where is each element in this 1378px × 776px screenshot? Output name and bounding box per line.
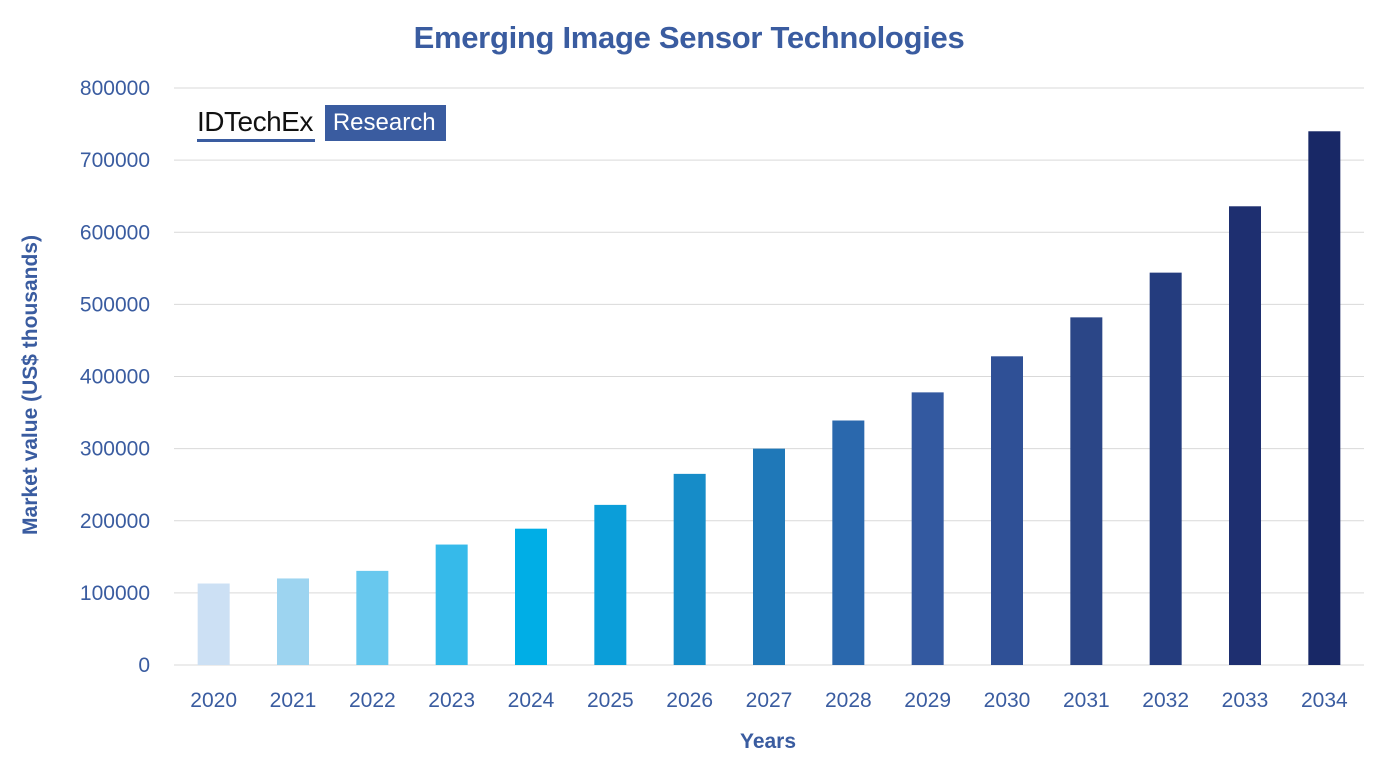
logo-research-tag: Research xyxy=(324,105,446,141)
x-tick-label: 2023 xyxy=(428,689,475,712)
bar-2025 xyxy=(594,504,627,665)
bar-2034 xyxy=(1308,131,1341,665)
x-tick-label: 2026 xyxy=(666,689,713,712)
y-tick-labels: 0 100000 200000 300000 400000 500000 600000 700… xyxy=(80,77,150,677)
y-tick-label: 800000 xyxy=(80,77,150,100)
y-tick-label: 400000 xyxy=(80,366,150,389)
bar-2021 xyxy=(277,578,309,665)
bar-2022 xyxy=(356,570,389,665)
bar-2024 xyxy=(515,528,547,665)
idtechex-logo: IDTechEx Research xyxy=(197,105,446,143)
x-tick-label: 2032 xyxy=(1142,689,1189,712)
bar-2030 xyxy=(991,356,1023,665)
y-tick-label: 0 xyxy=(138,654,150,677)
x-tick-label: 2028 xyxy=(825,689,872,712)
x-tick-label: 2031 xyxy=(1063,689,1110,712)
y-tick-label: 300000 xyxy=(80,438,150,461)
bar-2032 xyxy=(1149,272,1182,665)
bar-2026 xyxy=(673,473,706,665)
bar-2033 xyxy=(1229,206,1261,665)
bar-2020 xyxy=(197,583,230,665)
x-tick-label: 2021 xyxy=(270,689,317,712)
bar-2023 xyxy=(435,544,468,665)
x-tick-label: 2025 xyxy=(587,689,634,712)
y-tick-label: 700000 xyxy=(80,149,150,172)
bar-2028 xyxy=(832,420,865,665)
y-tick-label: 600000 xyxy=(80,221,150,244)
x-tick-label: 2024 xyxy=(508,689,555,712)
x-tick-label: 2029 xyxy=(904,689,951,712)
bar-2031 xyxy=(1070,317,1103,665)
x-tick-label: 2033 xyxy=(1222,689,1269,712)
x-tick-label: 2020 xyxy=(190,689,237,712)
x-tick-labels: 2020 2021 2022 2023 2024 2025 2026 2027 2028 2029… xyxy=(190,689,1348,712)
y-tick-label: 100000 xyxy=(80,582,150,605)
y-tick-label: 500000 xyxy=(80,293,150,316)
x-tick-label: 2027 xyxy=(746,689,793,712)
x-tick-label: 2022 xyxy=(349,689,396,712)
y-tick-label: 200000 xyxy=(80,510,150,533)
bar-2029 xyxy=(911,392,944,665)
x-tick-label: 2030 xyxy=(984,689,1031,712)
x-tick-label: 2034 xyxy=(1301,689,1348,712)
bar-2027 xyxy=(753,448,785,665)
chart-title: Emerging Image Sensor Technologies xyxy=(413,20,965,55)
x-axis-label: Years xyxy=(739,730,797,753)
bars xyxy=(197,131,1341,665)
logo-brand-text: IDTechEx xyxy=(197,105,315,142)
